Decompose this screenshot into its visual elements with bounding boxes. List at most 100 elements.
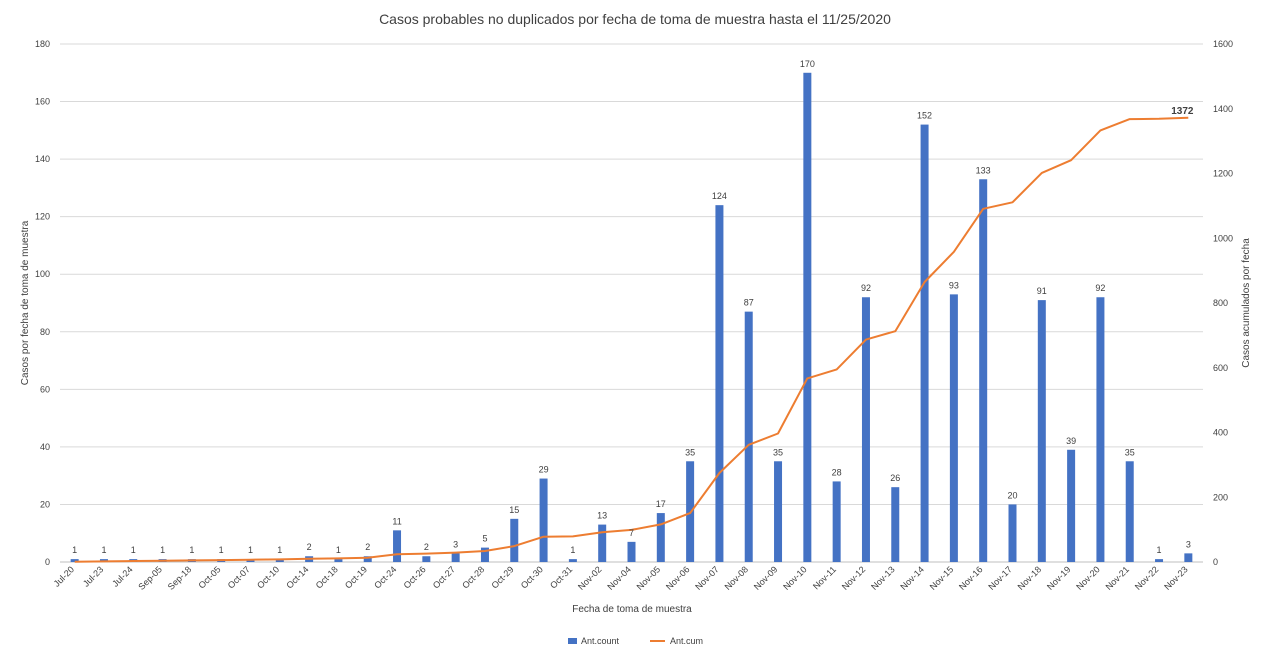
y-tick-label: 60 — [40, 384, 50, 394]
bar-data-label: 1 — [160, 545, 165, 555]
bar — [539, 478, 548, 562]
bar — [715, 205, 724, 562]
bar — [979, 179, 988, 562]
x-tick-label: Nov-02 — [576, 564, 604, 592]
bar-data-label: 1 — [336, 545, 341, 555]
y-tick-label: 160 — [35, 97, 50, 107]
x-tick-label: Oct-26 — [402, 564, 428, 590]
y2-tick-label: 0 — [1213, 557, 1218, 567]
bar — [861, 297, 870, 562]
bar-data-label: 1 — [570, 545, 575, 555]
x-tick-label: Sep-05 — [136, 564, 164, 592]
right-axis-ticks: 0 200 400 600 800 1000 1200 1400 1600 — [1213, 39, 1233, 567]
x-tick-label: Jul-23 — [81, 564, 105, 588]
x-tick-label: Nov-16 — [957, 564, 985, 592]
bar — [363, 556, 372, 562]
bar — [627, 541, 636, 562]
x-tick-label: Nov-15 — [928, 564, 956, 592]
y2-tick-label: 1000 — [1213, 233, 1233, 243]
bar-data-label: 17 — [656, 499, 666, 509]
y-axis-title: Casos por fecha de toma de muestra — [20, 220, 31, 385]
bar — [774, 461, 783, 562]
x-tick-label: Nov-14 — [898, 564, 926, 592]
x-tick-label: Nov-23 — [1162, 564, 1190, 592]
chart-title: Casos probables no duplicados por fecha … — [379, 11, 891, 27]
x-tick-label: Nov-19 — [1045, 564, 1073, 592]
y-tick-label: 20 — [40, 499, 50, 509]
bar-data-label: 1 — [219, 545, 224, 555]
bar-data-label: 92 — [1095, 283, 1105, 293]
bar-data-label: 92 — [861, 283, 871, 293]
bar-data-label: 2 — [424, 542, 429, 552]
cumulative-line — [74, 116, 1189, 563]
bar — [949, 294, 958, 562]
x-tick-label: Oct-10 — [255, 564, 281, 590]
x-tick-label: Nov-20 — [1074, 564, 1102, 592]
bar-data-label: 2 — [365, 542, 370, 552]
y2-tick-label: 1400 — [1213, 104, 1233, 114]
bar — [334, 559, 343, 562]
y2-tick-label: 800 — [1213, 298, 1228, 308]
bar — [1184, 553, 1193, 562]
bar-data-label: 170 — [800, 59, 815, 69]
bar-data-label: 1 — [101, 545, 106, 555]
bar — [422, 556, 431, 562]
bar — [1125, 461, 1134, 562]
gridlines — [60, 43, 1203, 563]
bar-data-label: 93 — [949, 280, 959, 290]
bar-data-label: 2 — [307, 542, 312, 552]
left-axis-ticks: 0 20 40 60 80 100 120 140 160 180 — [35, 39, 50, 567]
y2-tick-label: 1600 — [1213, 39, 1233, 49]
x-tick-label: Oct-05 — [196, 564, 222, 590]
y-tick-label: 80 — [40, 327, 50, 337]
x-tick-label: Oct-19 — [343, 564, 369, 590]
x-tick-label: Jul-20 — [52, 564, 76, 588]
x-tick-label: Nov-06 — [664, 564, 692, 592]
bar — [598, 524, 607, 562]
x-axis-ticks: Jul-20 Jul-23 Jul-24 Sep-05 Sep-18 Oct-05 Oct-… — [52, 564, 1190, 592]
bar-data-label: 28 — [832, 467, 842, 477]
bar — [275, 559, 284, 562]
bar-data-label: 1 — [1157, 545, 1162, 555]
bar-data-label: 35 — [773, 447, 783, 457]
x-tick-label: Oct-31 — [548, 564, 574, 590]
y-tick-label: 0 — [45, 557, 50, 567]
x-tick-label: Oct-24 — [372, 564, 398, 590]
bar — [1008, 504, 1017, 562]
x-tick-label: Oct-18 — [314, 564, 340, 590]
bar — [480, 547, 489, 562]
bar-data-label: 1 — [277, 545, 282, 555]
y2-tick-label: 400 — [1213, 428, 1228, 438]
bar-data-label: 152 — [917, 111, 932, 121]
x-tick-label: Nov-18 — [1016, 564, 1044, 592]
bar — [920, 124, 929, 563]
bar — [832, 481, 841, 562]
bar — [1037, 300, 1046, 562]
bar-data-label: 13 — [597, 511, 607, 521]
bar-data-label: 11 — [392, 516, 401, 526]
y-tick-label: 140 — [35, 154, 50, 164]
x-tick-label: Nov-17 — [986, 564, 1014, 592]
bar-data-label: 1 — [248, 545, 253, 555]
bar — [744, 311, 753, 562]
bar-data-label: 133 — [976, 165, 991, 175]
bar-data-label: 35 — [685, 447, 695, 457]
bar-data-label: 87 — [744, 298, 754, 308]
x-tick-label: Nov-21 — [1104, 564, 1132, 592]
x-tick-label: Jul-24 — [110, 564, 134, 588]
bar — [510, 518, 519, 562]
y-tick-label: 120 — [35, 212, 50, 222]
bar-data-label: 1 — [131, 545, 136, 555]
bar — [70, 559, 79, 562]
y2-tick-label: 1200 — [1213, 169, 1233, 179]
x-tick-label: Nov-11 — [811, 564, 838, 591]
x-tick-label: Oct-28 — [460, 564, 486, 590]
legend: Ant.count Ant.cum — [568, 636, 703, 646]
x-tick-label: Oct-27 — [431, 564, 457, 590]
bar-data-label: 5 — [482, 534, 487, 544]
x-tick-label: Oct-30 — [519, 564, 545, 590]
bar — [656, 513, 665, 562]
y2-tick-label: 600 — [1213, 363, 1228, 373]
